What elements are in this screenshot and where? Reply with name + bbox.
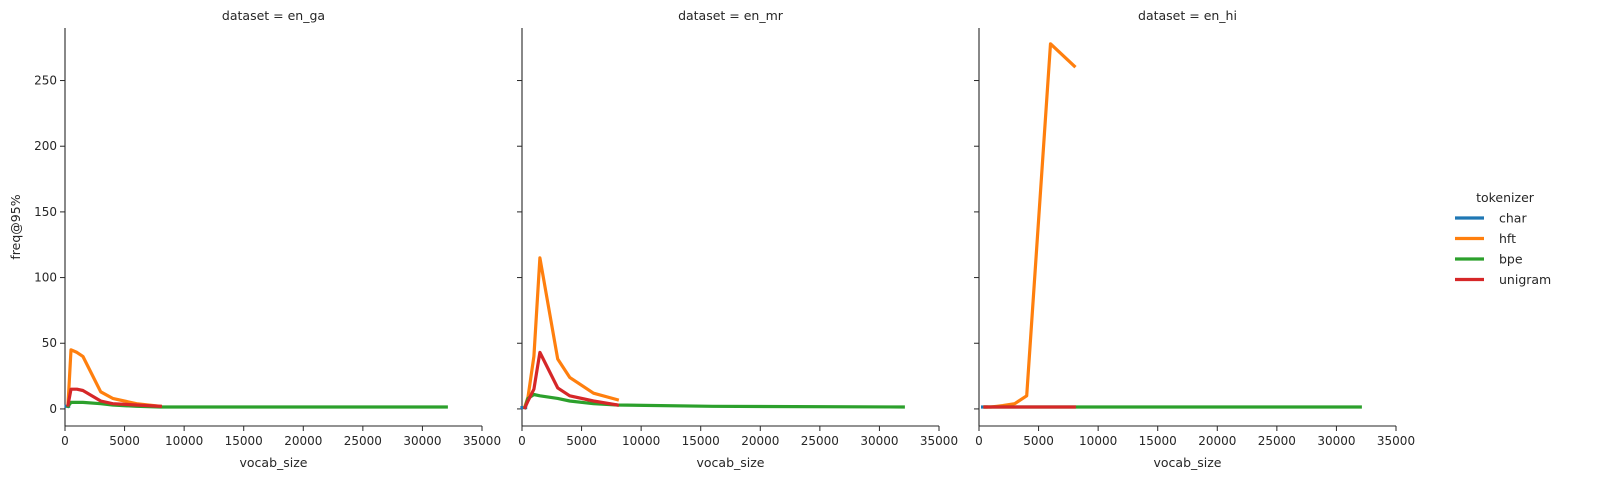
x-tick-label: 25000 [1258,434,1296,448]
x-tick-label: 15000 [1139,434,1177,448]
x-tick-label: 0 [61,434,69,448]
legend-title: tokenizer [1476,190,1535,205]
x-tick-label: 0 [518,434,526,448]
x-tick-label: 0 [975,434,983,448]
series-line-unigram [66,387,162,408]
x-tick-label: 30000 [1317,434,1355,448]
x-tick-label: 20000 [1198,434,1236,448]
legend-label-hft: hft [1499,231,1516,246]
y-axis-label: freq@95% [8,194,23,259]
x-tick-label: 20000 [284,434,322,448]
x-tick-label: 5000 [109,434,140,448]
x-tick-label: 15000 [225,434,263,448]
legend-label-char: char [1499,211,1527,226]
x-tick-label: 25000 [801,434,839,448]
x-tick-label: 35000 [920,434,958,448]
legend: tokenizer char hft bpe unigram [1455,190,1551,287]
x-tick-label: 5000 [1023,434,1054,448]
series-line-bpe [65,400,448,409]
facet-panel-en_hi: dataset = en_hi 0 5000 10000 15000 20000 25000… [974,8,1415,470]
series-line-bpe [522,392,905,410]
x-tick-label: 30000 [403,434,441,448]
y-tick-label: 50 [42,336,57,350]
x-axis-label: vocab_size [1154,455,1222,470]
x-axis-label: vocab_size [240,455,308,470]
facet-panel-en_mr: dataset = en_mr 0 5000 10000 15000 20000 25000… [517,8,958,470]
legend-label-bpe: bpe [1499,252,1523,267]
x-tick-label: 10000 [165,434,203,448]
x-tick-label: 5000 [566,434,597,448]
x-tick-label: 15000 [682,434,720,448]
y-tick-label: 150 [34,205,57,219]
panel-title-en_mr: dataset = en_mr [678,8,784,23]
y-tick-label: 250 [34,74,57,88]
x-tick-label: 10000 [622,434,660,448]
y-tick-label: 0 [49,402,57,416]
x-tick-label: 10000 [1079,434,1117,448]
x-tick-label: 20000 [741,434,779,448]
x-axis-label: vocab_size [697,455,765,470]
facet-panel-en_ga: dataset = en_ga 0 5000 10000 15000 20000 25000… [8,8,501,470]
y-tick-label: 200 [34,139,57,153]
series-line-hft [983,42,1077,409]
series-line-unigram [522,350,620,410]
legend-label-unigram: unigram [1499,272,1551,287]
x-tick-label: 35000 [1377,434,1415,448]
x-tick-label: 35000 [463,434,501,448]
panel-title-en_ga: dataset = en_ga [222,8,325,23]
x-tick-label: 30000 [860,434,898,448]
y-tick-label: 100 [34,271,57,285]
series-line-hft [66,348,163,409]
series-line-hft [522,256,620,409]
panel-title-en_hi: dataset = en_hi [1138,8,1237,23]
x-tick-label: 25000 [344,434,382,448]
